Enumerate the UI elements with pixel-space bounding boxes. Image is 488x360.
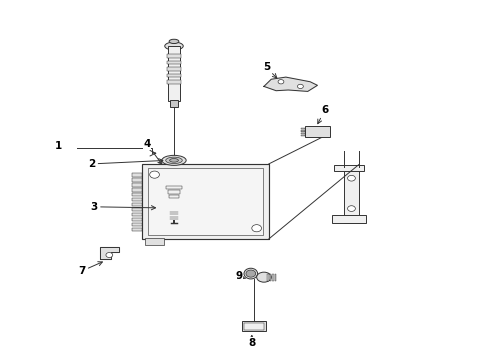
Bar (169, 195, 179, 198)
Bar (167, 190, 180, 194)
Text: 9: 9 (235, 271, 245, 282)
Bar (131, 188, 142, 192)
Polygon shape (164, 200, 183, 210)
Circle shape (251, 225, 261, 232)
Text: 6: 6 (317, 105, 327, 124)
Ellipse shape (256, 272, 271, 282)
Bar (301, 135, 305, 136)
Bar (131, 173, 142, 177)
Bar (131, 222, 142, 226)
Bar (168, 46, 180, 102)
Bar (244, 323, 264, 330)
Bar (131, 208, 142, 211)
Bar (305, 126, 329, 137)
Bar (301, 130, 305, 131)
Bar (274, 274, 276, 281)
Bar (131, 198, 142, 202)
Bar (148, 168, 263, 235)
Ellipse shape (169, 39, 179, 44)
Text: 7: 7 (78, 262, 102, 276)
Ellipse shape (244, 268, 257, 279)
Circle shape (245, 270, 255, 277)
Bar (131, 228, 142, 231)
Circle shape (278, 80, 284, 84)
Bar (166, 61, 181, 64)
Ellipse shape (164, 42, 183, 50)
Bar (131, 178, 142, 182)
Ellipse shape (162, 156, 186, 165)
Bar (131, 213, 142, 216)
Bar (344, 167, 358, 223)
Text: 4: 4 (143, 139, 162, 165)
Bar (272, 274, 273, 281)
Text: 1: 1 (55, 141, 62, 151)
Bar (131, 203, 142, 206)
Bar (166, 73, 181, 77)
Bar (269, 274, 271, 281)
Ellipse shape (165, 157, 182, 163)
Bar (242, 321, 266, 332)
Text: 5: 5 (262, 63, 276, 78)
Bar (169, 100, 178, 107)
Bar (301, 131, 305, 132)
Bar (144, 238, 164, 246)
Bar (301, 133, 305, 134)
Text: 8: 8 (248, 336, 255, 347)
Bar (267, 274, 268, 281)
Circle shape (149, 171, 159, 178)
Bar (331, 215, 366, 223)
Text: 2: 2 (87, 159, 163, 169)
Circle shape (106, 252, 113, 257)
Bar (142, 164, 268, 239)
Bar (131, 183, 142, 186)
Bar (131, 193, 142, 197)
Polygon shape (100, 247, 119, 259)
Bar (166, 54, 181, 58)
Ellipse shape (169, 158, 178, 162)
Circle shape (297, 84, 303, 89)
Text: 3: 3 (90, 202, 155, 212)
Circle shape (347, 206, 355, 211)
Bar (166, 80, 181, 84)
Polygon shape (264, 77, 317, 91)
Circle shape (347, 175, 355, 181)
Bar (334, 165, 363, 171)
Bar (166, 186, 182, 189)
Bar (301, 128, 305, 129)
Bar (131, 218, 142, 221)
Bar (166, 67, 181, 71)
